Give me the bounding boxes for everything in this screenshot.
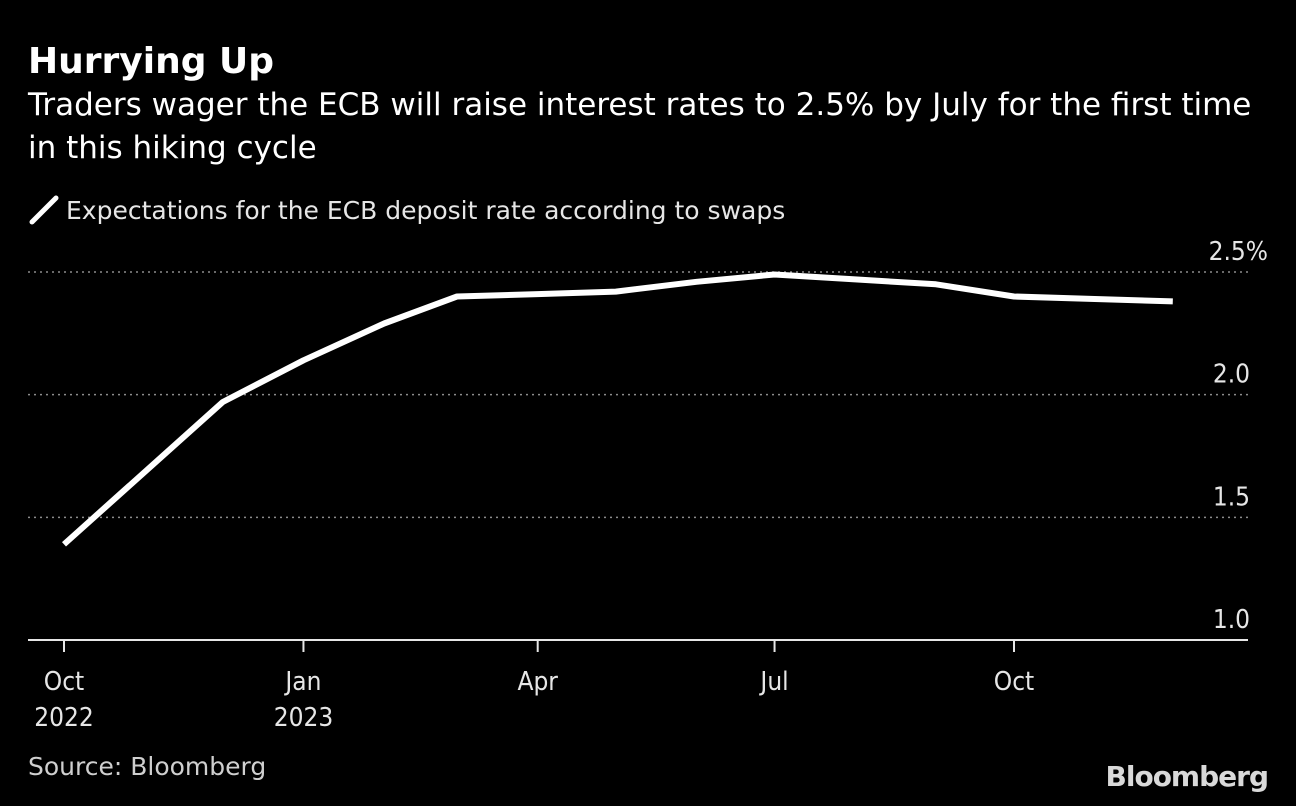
series-layer: [61, 271, 1173, 547]
x-axis: [28, 639, 1248, 652]
x-tick-label: Oct: [44, 667, 84, 697]
legend: Expectations for the ECB deposit rate ac…: [28, 192, 785, 228]
x-tick-label: Jul: [758, 667, 788, 697]
x-tick-label: Apr: [517, 667, 558, 697]
legend-label: Expectations for the ECB deposit rate ac…: [66, 195, 786, 225]
x-tick-label: Jan: [283, 667, 321, 697]
series-line-0: [61, 271, 1173, 547]
chart-title: Hurrying Up: [28, 41, 275, 82]
y-tick-label: 1.5: [1213, 482, 1250, 512]
bloomberg-logo: Bloomberg: [1105, 760, 1269, 793]
chart-subtitle: Traders wager the ECB will raise interes…: [28, 87, 1252, 166]
y-tick-label: 2.5%: [1209, 237, 1268, 267]
x-tick-label: Oct: [994, 667, 1034, 697]
grid-layer: [28, 271, 1248, 519]
y-tick-label: 2.0: [1213, 360, 1250, 390]
x-axis-labels: Oct 2022 Jan 2023 Apr Jul Oct: [34, 667, 1034, 733]
y-axis-labels: 1.0 1.5 2.0 2.5%: [1209, 237, 1268, 635]
y-tick-label: 1.0: [1213, 605, 1250, 635]
legend-line-icon: [29, 195, 59, 225]
x-tick-sublabel: 2022: [34, 703, 94, 733]
x-tick-sublabel: 2023: [274, 703, 334, 733]
source-note: Source: Bloomberg: [28, 752, 267, 781]
